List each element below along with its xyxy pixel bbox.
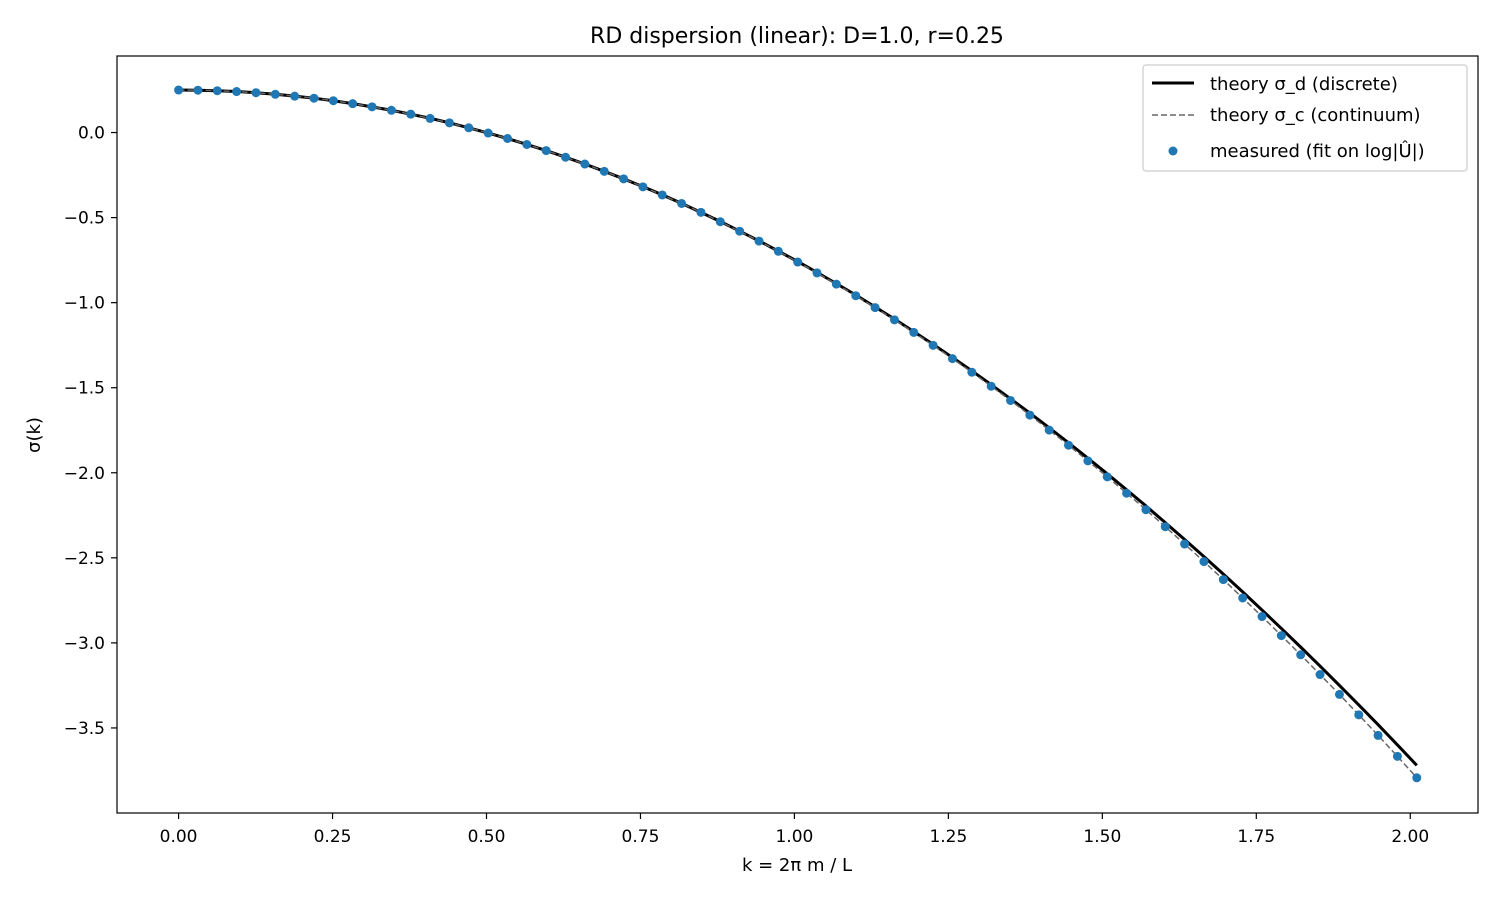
measured-point xyxy=(348,99,358,109)
measured-point xyxy=(1257,612,1267,622)
measured-point xyxy=(1083,456,1093,466)
x-tick-label: 0.00 xyxy=(160,827,198,847)
measured-point xyxy=(425,113,435,123)
measured-point xyxy=(386,105,396,115)
measured-point xyxy=(1025,410,1035,420)
measured-point xyxy=(638,182,648,192)
measured-point xyxy=(831,279,841,289)
x-tick-label: 1.00 xyxy=(775,827,813,847)
measured-point xyxy=(851,291,861,301)
x-axis-label: k = 2π m / L xyxy=(742,855,852,876)
measured-point xyxy=(1180,539,1190,549)
chart-title: RD dispersion (linear): D=1.0, r=0.25 xyxy=(590,24,1004,49)
measured-point xyxy=(1122,488,1132,498)
measured-point xyxy=(773,246,783,256)
measured-point xyxy=(619,174,629,184)
measured-point xyxy=(1218,575,1228,585)
measured-point xyxy=(1334,689,1344,699)
measured-point xyxy=(503,134,513,144)
legend-label-measured: measured (fit on log|Û|) xyxy=(1210,140,1425,162)
y-axis: 0.0 −0.5 −1.0 −1.5 −2.0 −2.5 −3.0 −3.5 xyxy=(64,124,117,739)
measured-point xyxy=(928,340,938,350)
legend: theory σ_d (discrete) theory σ_c (contin… xyxy=(1142,64,1468,172)
measured-point xyxy=(870,303,880,313)
y-tick-label: −1.0 xyxy=(64,294,105,314)
measured-point xyxy=(889,315,899,325)
measured-point xyxy=(174,85,184,95)
measured-point xyxy=(1373,730,1383,740)
plot-area xyxy=(117,56,1478,813)
measured-point xyxy=(541,146,551,156)
y-tick-label: −2.5 xyxy=(64,549,105,569)
measured-point xyxy=(657,190,667,200)
measured-point xyxy=(1160,522,1170,532)
measured-point xyxy=(1141,505,1151,515)
measured-point xyxy=(735,226,745,236)
y-tick-label: −0.5 xyxy=(64,209,105,229)
measured-point xyxy=(967,367,977,377)
measured-point xyxy=(561,152,571,162)
x-tick-label: 1.75 xyxy=(1237,827,1275,847)
legend-label-discrete: theory σ_d (discrete) xyxy=(1210,74,1398,95)
measured-point xyxy=(909,327,919,337)
measured-point xyxy=(1276,631,1286,641)
x-tick-label: 0.75 xyxy=(622,827,660,847)
x-tick-label: 1.25 xyxy=(929,827,967,847)
measured-point xyxy=(328,96,338,106)
measured-point xyxy=(1354,710,1364,720)
measured-point xyxy=(290,91,300,101)
measured-point xyxy=(812,268,822,278)
measured-point xyxy=(483,128,493,138)
measured-point xyxy=(986,381,996,391)
x-tick-label: 0.25 xyxy=(314,827,352,847)
measured-point xyxy=(947,354,957,364)
measured-point xyxy=(522,139,532,149)
measured-point xyxy=(1412,773,1422,783)
y-tick-label: −1.5 xyxy=(64,379,105,399)
measured-point xyxy=(212,86,222,96)
legend-swatch-measured xyxy=(1168,146,1178,156)
y-tick-label: 0.0 xyxy=(78,124,105,144)
series-layer xyxy=(174,85,1422,783)
measured-point xyxy=(309,93,319,103)
measured-point xyxy=(251,88,261,98)
measured-point xyxy=(793,257,803,267)
measured-point xyxy=(1315,670,1325,680)
plot-frame xyxy=(116,55,1479,814)
x-axis: 0.00 0.25 0.50 0.75 1.00 1.25 1.50 1.75 2.00 xyxy=(160,813,1429,847)
x-tick-label: 2.00 xyxy=(1391,827,1429,847)
measured-point xyxy=(232,87,242,97)
measured-point xyxy=(677,198,687,208)
measured-point xyxy=(1044,425,1054,435)
measured-point xyxy=(1064,440,1074,450)
measured-point xyxy=(754,236,764,246)
measured-point xyxy=(580,159,590,169)
measured-point xyxy=(696,207,706,217)
measured-point xyxy=(1392,751,1402,761)
y-axis-label: σ(k) xyxy=(24,417,45,453)
measured-point xyxy=(715,217,725,227)
y-tick-label: −3.0 xyxy=(64,634,105,654)
x-tick-label: 0.50 xyxy=(468,827,506,847)
y-tick-label: −2.0 xyxy=(64,464,105,484)
measured-point xyxy=(1238,593,1248,603)
legend-box xyxy=(1142,64,1468,172)
measured-point xyxy=(193,85,203,95)
measured-point xyxy=(1199,557,1209,567)
measured-point xyxy=(367,102,377,112)
measured-point xyxy=(1296,650,1306,660)
measured-point xyxy=(599,166,609,176)
measured-point xyxy=(1006,395,1016,405)
x-tick-label: 1.50 xyxy=(1083,827,1121,847)
measured-point xyxy=(444,118,454,128)
y-tick-label: −3.5 xyxy=(64,719,105,739)
measured-point xyxy=(270,89,280,99)
measured-point xyxy=(406,109,416,119)
measured-point xyxy=(1102,472,1112,482)
legend-label-continuum: theory σ_c (continuum) xyxy=(1210,105,1421,126)
measured-point xyxy=(464,123,474,133)
